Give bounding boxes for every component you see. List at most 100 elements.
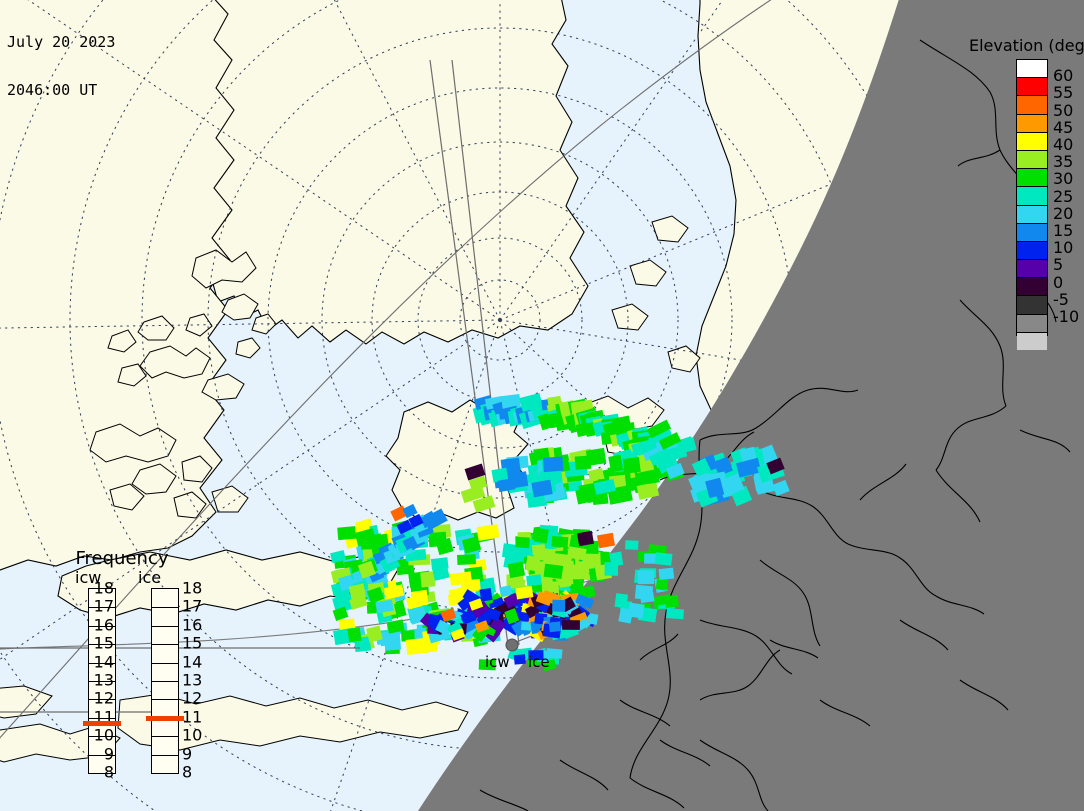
scatter-cell xyxy=(713,456,733,477)
scatter-cell xyxy=(469,600,490,620)
frequency-tick-9 xyxy=(89,754,115,756)
scatter-cell xyxy=(503,592,520,609)
frequency-bars: 18 18 17 17 16 16 15 15 14 14 13 13 12 12 11 11 10 10 9 9 8 8 xyxy=(60,579,236,782)
frequency-label-left-12: 12 xyxy=(93,688,114,708)
elevation-band-1 xyxy=(1017,77,1047,96)
scatter-cell xyxy=(401,630,415,642)
scatter-cell xyxy=(474,620,490,633)
scatter-cell xyxy=(464,463,486,481)
elevation-band-13 xyxy=(1017,295,1047,314)
frequency-bar-icw xyxy=(83,588,121,774)
frequency-label-right-9: 9 xyxy=(182,744,193,764)
frequency-label-right-12: 12 xyxy=(182,688,203,708)
scatter-cell xyxy=(408,513,424,529)
frequency-label-right-18: 18 xyxy=(182,578,203,598)
elevation-tick-20: 20 xyxy=(1053,203,1074,223)
frequency-tick-14 xyxy=(89,662,115,664)
elevation-tick-5: 5 xyxy=(1053,255,1064,275)
elevation-tick-15: 15 xyxy=(1053,221,1074,240)
scatter-cell xyxy=(636,481,660,500)
scatter-cell xyxy=(664,595,679,608)
elevation-band-4 xyxy=(1017,131,1047,150)
frequency-bar-ice xyxy=(146,588,184,774)
scatter-cell xyxy=(766,457,785,475)
frequency-tick-17 xyxy=(152,607,178,609)
scatter-cell xyxy=(396,519,413,535)
elevation-tick-0: 0 xyxy=(1053,272,1064,292)
frequency-label-left-9: 9 xyxy=(103,744,114,764)
scatter-cell xyxy=(489,617,507,634)
frequency-tick-12 xyxy=(152,699,178,701)
scatter-cell xyxy=(648,448,672,466)
scatter-cell xyxy=(515,536,530,549)
frequency-tick-10 xyxy=(152,736,178,738)
scatter-cell xyxy=(655,577,669,591)
scatter-cell xyxy=(552,599,566,612)
date-label: July 20 2023 xyxy=(7,33,116,51)
scatter-cell xyxy=(513,654,526,665)
elevation-tick-50: 50 xyxy=(1053,100,1074,120)
scatter-cell xyxy=(476,524,500,541)
scatter-cell xyxy=(386,619,405,634)
scatter-cell xyxy=(428,531,447,548)
scatter-cell xyxy=(634,438,658,456)
scatter-cell xyxy=(432,565,450,581)
elevation-band-0 xyxy=(1017,60,1047,78)
frequency-tick-9 xyxy=(152,754,178,756)
elevation-tick--10: -10 xyxy=(1053,307,1080,326)
scatter-cell xyxy=(348,583,367,601)
scatter-cell xyxy=(566,604,583,621)
scatter-cell xyxy=(639,591,655,604)
elevation-tick-10: 10 xyxy=(1053,238,1074,258)
scatter-cell xyxy=(405,637,429,656)
frequency-marker-ice xyxy=(146,715,184,721)
scatter-cell xyxy=(460,610,477,625)
elevation-colorbar xyxy=(1016,59,1048,350)
scatter-cell xyxy=(622,457,641,474)
frequency-header-icw: icw xyxy=(75,568,102,587)
scatter-cell xyxy=(542,456,564,473)
scatter-cell xyxy=(585,447,607,466)
scatter-cell xyxy=(571,564,589,580)
scatter-cell xyxy=(646,419,672,439)
site-label-icw: icw xyxy=(485,653,510,671)
scatter-cell xyxy=(347,627,362,643)
elevation-tick-45: 45 xyxy=(1053,117,1074,137)
scatter-cell xyxy=(531,544,546,556)
frequency-label-left-13: 13 xyxy=(93,670,114,690)
frequency-tick-15 xyxy=(89,644,115,646)
frequency-label-right-16: 16 xyxy=(182,615,203,635)
scatter-cell xyxy=(526,574,542,587)
frequency-legend-title: Frequency xyxy=(75,548,169,569)
scatter-cell xyxy=(468,598,484,611)
frequency-label-left-10: 10 xyxy=(93,725,114,745)
backscatter-scatter-layer xyxy=(330,392,790,672)
scatter-cell xyxy=(637,570,655,585)
scatter-cell xyxy=(332,606,349,622)
scatter-cell xyxy=(593,479,616,495)
scatter-cell xyxy=(427,613,448,633)
scatter-cell xyxy=(739,446,757,463)
scatter-cell xyxy=(667,445,688,461)
scatter-cell xyxy=(479,587,493,602)
scatter-cell xyxy=(472,495,496,513)
scatter-cell xyxy=(582,552,601,568)
scatter-cell xyxy=(574,455,592,470)
scatter-cell xyxy=(543,563,564,579)
scatter-cell xyxy=(562,620,580,630)
scatter-cell xyxy=(531,527,549,544)
scatter-cell xyxy=(410,589,429,607)
frequency-tick-13 xyxy=(89,681,115,682)
scatter-cell xyxy=(596,532,616,549)
scatter-cell xyxy=(457,554,476,565)
scatter-cell xyxy=(478,659,497,671)
frequency-label-right-13: 13 xyxy=(182,670,203,690)
scatter-cell xyxy=(383,584,405,600)
frequency-label-left-15: 15 xyxy=(93,633,114,653)
scatter-cell xyxy=(332,593,356,614)
frequency-label-right-8: 8 xyxy=(182,762,193,782)
frequency-label-left-17: 17 xyxy=(93,596,114,616)
frequency-tick-16 xyxy=(152,625,178,627)
scatter-cell xyxy=(618,607,634,624)
scatter-cell xyxy=(330,550,346,564)
